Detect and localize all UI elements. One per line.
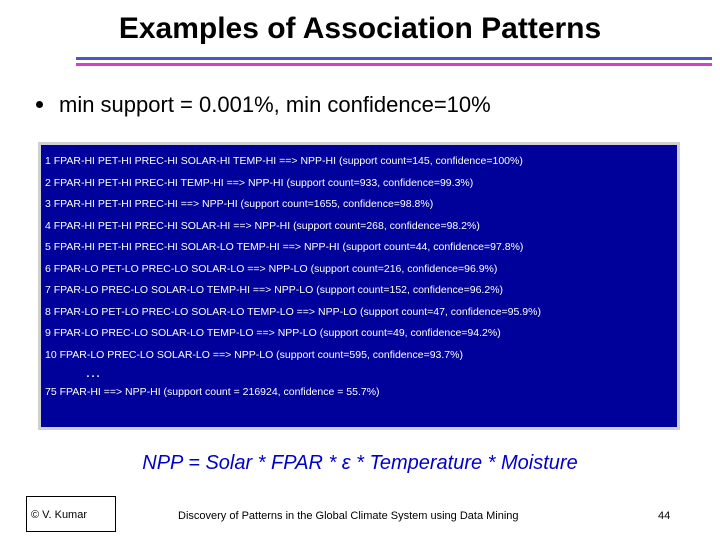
rules-list: 1 FPAR-HI PET-HI PREC-HI SOLAR-HI TEMP-H… [41,145,677,404]
rules-panel: 1 FPAR-HI PET-HI PREC-HI SOLAR-HI TEMP-H… [38,142,680,430]
title-divider-blue [76,57,712,60]
rule-item: 5 FPAR-HI PET-HI PREC-HI SOLAR-LO TEMP-H… [45,241,524,253]
rule-item: 10 FPAR-LO PREC-LO SOLAR-LO ==> NPP-LO (… [45,348,463,361]
footer-subject: Discovery of Patterns in the Global Clim… [178,510,519,522]
bullet-dot-icon [36,100,43,108]
slide-title: Examples of Association Patterns [118,12,602,45]
npp-formula: NPP = Solar * FPAR * ε * Temperature * M… [142,452,578,474]
rules-ellipsis: … [85,364,101,381]
footer-author: © V. Kumar [26,496,116,532]
rule-item: 4 FPAR-HI PET-HI PREC-HI SOLAR-HI ==> NP… [45,219,480,232]
rule-item: 9 FPAR-LO PREC-LO SOLAR-LO TEMP-LO ==> N… [45,327,501,339]
title-divider-magenta [76,63,712,66]
rule-item: 7 FPAR-LO PREC-LO SOLAR-LO TEMP-HI ==> N… [45,284,504,296]
page-number: 44 [658,510,671,522]
bullet-item: min support = 0.001%, min confidence=10% [36,92,491,118]
rule-item-last: 75 FPAR-HI ==> NPP-HI (support count = 2… [45,386,380,398]
bullet-text: min support = 0.001%, min confidence=10% [59,92,491,117]
rule-item: 1 FPAR-HI PET-HI PREC-HI SOLAR-HI TEMP-H… [45,155,523,167]
rule-item: 6 FPAR-LO PET-LO PREC-LO SOLAR-LO ==> NP… [45,262,498,275]
rule-item: 2 FPAR-HI PET-HI PREC-HI TEMP-HI ==> NPP… [45,176,474,189]
rule-item: 3 FPAR-HI PET-HI PREC-HI ==> NPP-HI (sup… [45,198,434,210]
rule-item: 8 FPAR-LO PET-LO PREC-LO SOLAR-LO TEMP-L… [45,305,541,318]
